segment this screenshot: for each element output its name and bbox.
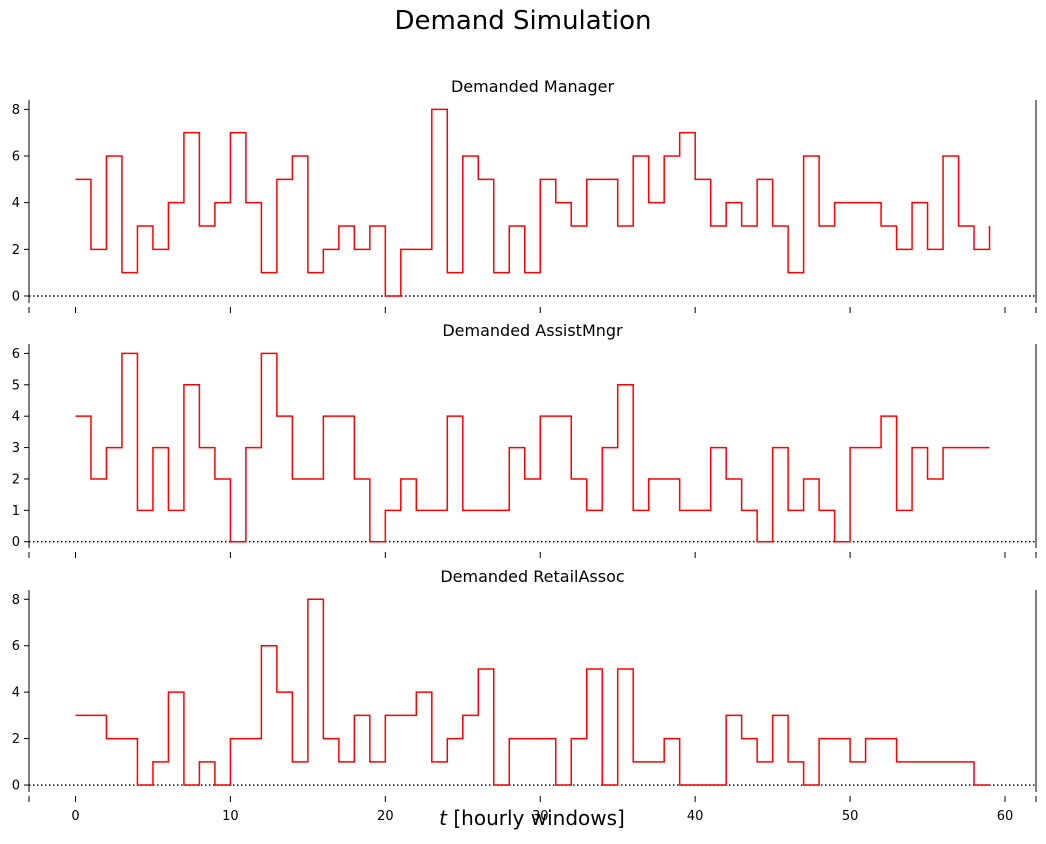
y-tick-label: 5	[12, 378, 20, 393]
y-tick-label: 6	[12, 347, 20, 362]
y-tick-label: 3	[12, 441, 20, 456]
subplot-title: Demanded RetailAssoc	[440, 567, 624, 586]
series-step-line	[75, 108, 991, 297]
x-tick-label: 20	[377, 809, 394, 824]
y-tick-label: 8	[12, 593, 20, 608]
x-axis-label: t [hourly windows]	[0, 806, 1046, 830]
subplot-2: Demanded AssistMngr 0 1 2 3 4 5 6	[12, 321, 1037, 558]
x-tick-label: 40	[687, 809, 704, 824]
x-tick-label: 0	[71, 809, 79, 824]
subplot-title: Demanded Manager	[451, 77, 614, 96]
y-tick-label: 8	[12, 103, 20, 118]
x-axis-unit: [hourly windows]	[453, 806, 625, 830]
y-tick-label: 2	[12, 472, 20, 487]
x-tick-label: 10	[222, 809, 239, 824]
series-step-line	[75, 598, 990, 786]
y-tick-label: 1	[12, 504, 20, 519]
x-tick-label: 50	[842, 809, 859, 824]
subplot-3: Demanded RetailAssoc 0 2 4 6 8 0 10 20 30 40 50 60	[12, 567, 1037, 824]
y-tick-label: 0	[12, 779, 20, 794]
subplot-title: Demanded AssistMngr	[442, 321, 623, 340]
y-tick-label: 0	[12, 535, 20, 550]
x-tick-label: 60	[997, 809, 1014, 824]
x-tick-label: 30	[532, 809, 549, 824]
y-tick-label: 2	[12, 732, 20, 747]
x-axis-variable: t	[439, 806, 447, 830]
series-step-line	[75, 352, 990, 543]
y-tick-label: 4	[12, 410, 20, 425]
subplot-1: Demanded Manager 0 2 4 6 8	[12, 77, 1037, 313]
y-tick-label: 6	[12, 150, 20, 165]
figure-title: Demand Simulation	[394, 6, 652, 36]
y-tick-label: 0	[12, 290, 20, 305]
y-tick-label: 2	[12, 243, 20, 258]
y-tick-label: 6	[12, 639, 20, 654]
y-tick-label: 4	[12, 196, 20, 211]
y-tick-label: 4	[12, 686, 20, 701]
